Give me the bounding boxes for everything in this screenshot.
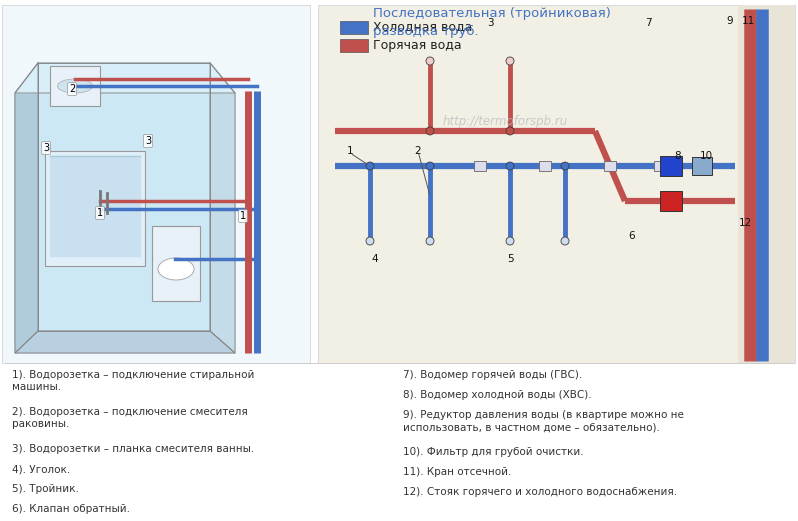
- Text: 3: 3: [487, 18, 493, 28]
- Circle shape: [506, 57, 514, 65]
- Circle shape: [426, 237, 434, 245]
- Text: 12). Стояк горячего и холодного водоснабжения.: 12). Стояк горячего и холодного водоснаб…: [403, 487, 678, 497]
- Text: 1: 1: [240, 211, 246, 221]
- Bar: [660, 191, 682, 211]
- Text: 6: 6: [629, 231, 635, 241]
- Circle shape: [506, 237, 514, 245]
- Text: 7). Водомер горячей воды (ГВС).: 7). Водомер горячей воды (ГВС).: [403, 370, 583, 380]
- Polygon shape: [45, 151, 145, 266]
- Text: 6). Клапан обратный.: 6). Клапан обратный.: [12, 504, 130, 514]
- Text: 3: 3: [145, 136, 151, 146]
- Text: 5). Тройник.: 5). Тройник.: [12, 484, 79, 494]
- Polygon shape: [15, 331, 235, 353]
- Bar: [539, 161, 551, 171]
- Circle shape: [561, 237, 569, 245]
- Text: 8). Водомер холодной воды (ХВС).: 8). Водомер холодной воды (ХВС).: [403, 390, 591, 400]
- Bar: [474, 161, 486, 171]
- Text: 12: 12: [738, 218, 752, 228]
- Circle shape: [426, 162, 434, 170]
- Circle shape: [366, 237, 374, 245]
- Text: 3: 3: [43, 143, 49, 153]
- Ellipse shape: [57, 79, 93, 93]
- Bar: [318, 5, 795, 363]
- Circle shape: [366, 162, 374, 170]
- Polygon shape: [15, 63, 235, 93]
- Text: 11: 11: [741, 16, 755, 26]
- Polygon shape: [210, 63, 235, 353]
- Bar: [692, 157, 712, 175]
- Text: 10). Фильтр для грубой очистки.: 10). Фильтр для грубой очистки.: [403, 447, 583, 457]
- Text: 1: 1: [97, 208, 103, 218]
- Text: 3). Водорозетки – планка смесителя ванны.: 3). Водорозетки – планка смесителя ванны…: [12, 444, 255, 454]
- Text: 8: 8: [674, 151, 681, 161]
- Bar: [340, 21, 368, 34]
- Bar: [660, 156, 682, 176]
- Text: 4: 4: [372, 254, 378, 264]
- Bar: [340, 39, 368, 52]
- Circle shape: [506, 162, 514, 170]
- Text: 1). Водорозетка – подключение стиральной
машины.: 1). Водорозетка – подключение стиральной…: [12, 370, 255, 392]
- Text: 2: 2: [415, 146, 421, 156]
- Bar: [2, 5, 310, 363]
- Text: 10: 10: [699, 151, 713, 161]
- Text: 4). Уголок.: 4). Уголок.: [12, 464, 70, 474]
- Text: 9). Редуктор давления воды (в квартире можно не
использовать, в частном доме – о: 9). Редуктор давления воды (в квартире м…: [403, 410, 684, 432]
- Text: 1: 1: [346, 146, 354, 156]
- Text: 9: 9: [727, 16, 733, 26]
- Text: Холодная вода: Холодная вода: [373, 20, 472, 33]
- Polygon shape: [152, 226, 200, 301]
- Text: 2: 2: [69, 84, 75, 94]
- Text: 5: 5: [507, 254, 513, 264]
- Circle shape: [506, 127, 514, 135]
- Text: 11). Кран отсечной.: 11). Кран отсечной.: [403, 467, 512, 477]
- Polygon shape: [38, 63, 210, 331]
- Polygon shape: [15, 63, 38, 353]
- Bar: [654, 161, 666, 171]
- Bar: [738, 5, 795, 363]
- Circle shape: [561, 162, 569, 170]
- Polygon shape: [50, 66, 100, 106]
- Text: http://termoforspb.ru: http://termoforspb.ru: [442, 115, 567, 128]
- Text: 2). Водорозетка – подключение смесителя
раковины.: 2). Водорозетка – подключение смесителя …: [12, 407, 247, 429]
- Ellipse shape: [158, 258, 194, 280]
- Text: 7: 7: [645, 18, 651, 28]
- Bar: [604, 161, 616, 171]
- Circle shape: [426, 127, 434, 135]
- Circle shape: [426, 57, 434, 65]
- Text: Горячая вода: Горячая вода: [373, 39, 461, 52]
- Polygon shape: [50, 156, 140, 256]
- Text: Последовательная (тройниковая)
разводка труб.: Последовательная (тройниковая) разводка …: [373, 7, 611, 38]
